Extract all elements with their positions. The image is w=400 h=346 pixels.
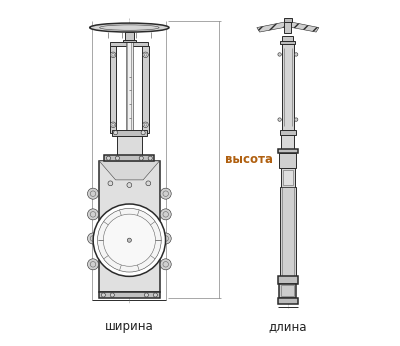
Circle shape [110, 293, 114, 297]
Circle shape [88, 259, 98, 270]
Circle shape [160, 188, 171, 199]
Circle shape [278, 118, 281, 121]
Circle shape [101, 293, 106, 297]
Circle shape [278, 53, 281, 56]
Bar [278, 276, 298, 284]
Bar [278, 298, 298, 304]
Circle shape [93, 204, 166, 276]
Bar [99, 292, 160, 298]
Circle shape [146, 181, 151, 186]
Bar [281, 285, 294, 297]
Bar [280, 42, 296, 44]
Circle shape [88, 209, 98, 220]
Polygon shape [99, 161, 160, 180]
Circle shape [106, 156, 110, 160]
Polygon shape [257, 22, 287, 32]
Circle shape [139, 156, 143, 160]
Circle shape [115, 156, 120, 160]
Circle shape [127, 183, 132, 188]
Circle shape [294, 118, 298, 121]
Circle shape [143, 52, 148, 57]
Bar [281, 135, 294, 148]
Text: высота: высота [225, 153, 273, 166]
Circle shape [160, 259, 171, 270]
Bar [127, 40, 132, 131]
Bar [280, 187, 296, 276]
Circle shape [153, 293, 158, 297]
Bar [284, 22, 291, 33]
Circle shape [148, 156, 152, 160]
Bar [282, 36, 293, 43]
Circle shape [88, 233, 98, 244]
Circle shape [144, 293, 148, 297]
Circle shape [103, 214, 156, 266]
Circle shape [160, 209, 171, 220]
Bar [279, 153, 296, 168]
Bar [110, 42, 148, 46]
Bar [104, 155, 154, 161]
Bar [117, 136, 142, 157]
Circle shape [88, 188, 98, 199]
Bar [110, 46, 116, 133]
Bar [112, 130, 146, 136]
Bar [282, 187, 294, 276]
Text: ширина: ширина [105, 320, 154, 333]
Circle shape [110, 52, 116, 57]
Circle shape [127, 238, 132, 242]
Circle shape [141, 130, 145, 135]
Circle shape [143, 122, 148, 128]
Ellipse shape [90, 23, 169, 32]
Bar [279, 284, 296, 298]
Polygon shape [288, 22, 319, 32]
Circle shape [114, 130, 118, 135]
Bar [99, 161, 160, 292]
Circle shape [110, 122, 116, 128]
Bar [123, 40, 136, 42]
Bar [278, 148, 298, 153]
Circle shape [294, 53, 298, 56]
Bar [280, 130, 296, 135]
Circle shape [98, 208, 161, 272]
Bar [124, 32, 134, 40]
Bar [283, 170, 293, 185]
Circle shape [108, 181, 113, 186]
Circle shape [160, 233, 171, 244]
Bar [126, 40, 133, 131]
Bar [284, 18, 292, 22]
Text: длина: длина [269, 320, 307, 333]
Bar [281, 168, 295, 187]
Bar [282, 44, 294, 130]
Bar [142, 46, 149, 133]
